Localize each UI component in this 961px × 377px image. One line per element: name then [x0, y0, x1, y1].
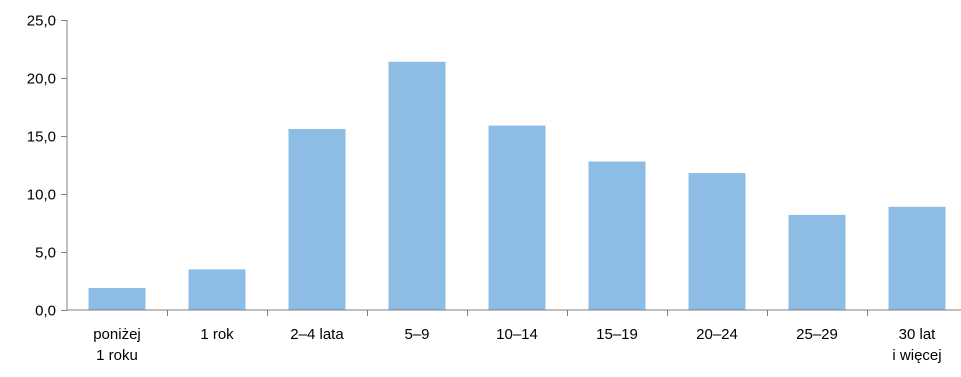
x-tick-label-2: 2–4 lata: [290, 326, 344, 343]
x-tick-label-6: 20–24: [696, 326, 738, 343]
bars-layer: [88, 61, 946, 310]
bar-4: [488, 125, 546, 310]
bar-0: [88, 288, 146, 310]
x-tick-label-4: 10–14: [496, 326, 538, 343]
y-tick-label-0: 0,0: [35, 303, 56, 320]
x-tick-label-line: 5–9: [404, 326, 429, 343]
x-tick-label-line: 30 lat: [899, 326, 937, 343]
bar-8: [888, 206, 946, 310]
x-tick-label-line: i więcej: [892, 347, 941, 364]
x-tick-label-0: poniżej 1 roku: [93, 326, 141, 364]
x-tick-label-5: 15–19: [596, 326, 638, 343]
bar-5: [588, 161, 646, 310]
y-tick-label-4: 20,0: [27, 71, 56, 88]
y-tick-label-2: 10,0: [27, 187, 56, 204]
labels-layer: 0,0 5,0 10,0 15,0 20,0 25,0 poniżej 1 roku 1 rok…: [27, 13, 942, 365]
x-tick-label-1: 1 rok: [200, 326, 234, 343]
bar-2: [288, 129, 346, 310]
bar-6: [688, 173, 746, 310]
x-tick-label-line: poniżej: [93, 326, 141, 343]
x-tick-label-7: 25–29: [796, 326, 838, 343]
y-tick-label-1: 5,0: [35, 245, 56, 262]
x-tick-label-line: 15–19: [596, 326, 638, 343]
x-tick-label-line: 2–4 lata: [290, 326, 344, 343]
x-tick-label-line: 1 roku: [96, 347, 138, 364]
x-tick-label-8: 30 lat i więcej: [892, 326, 941, 364]
x-tick-label-line: 10–14: [496, 326, 538, 343]
y-tick-label-5: 25,0: [27, 13, 56, 30]
x-tick-label-3: 5–9: [404, 326, 429, 343]
bar-3: [388, 61, 446, 310]
y-tick-label-3: 15,0: [27, 129, 56, 146]
bar-7: [788, 214, 846, 310]
x-tick-label-line: 20–24: [696, 326, 738, 343]
x-tick-label-line: 1 rok: [200, 326, 234, 343]
bar-1: [188, 269, 246, 310]
axis-layer: [61, 20, 961, 316]
x-tick-label-line: 25–29: [796, 326, 838, 343]
